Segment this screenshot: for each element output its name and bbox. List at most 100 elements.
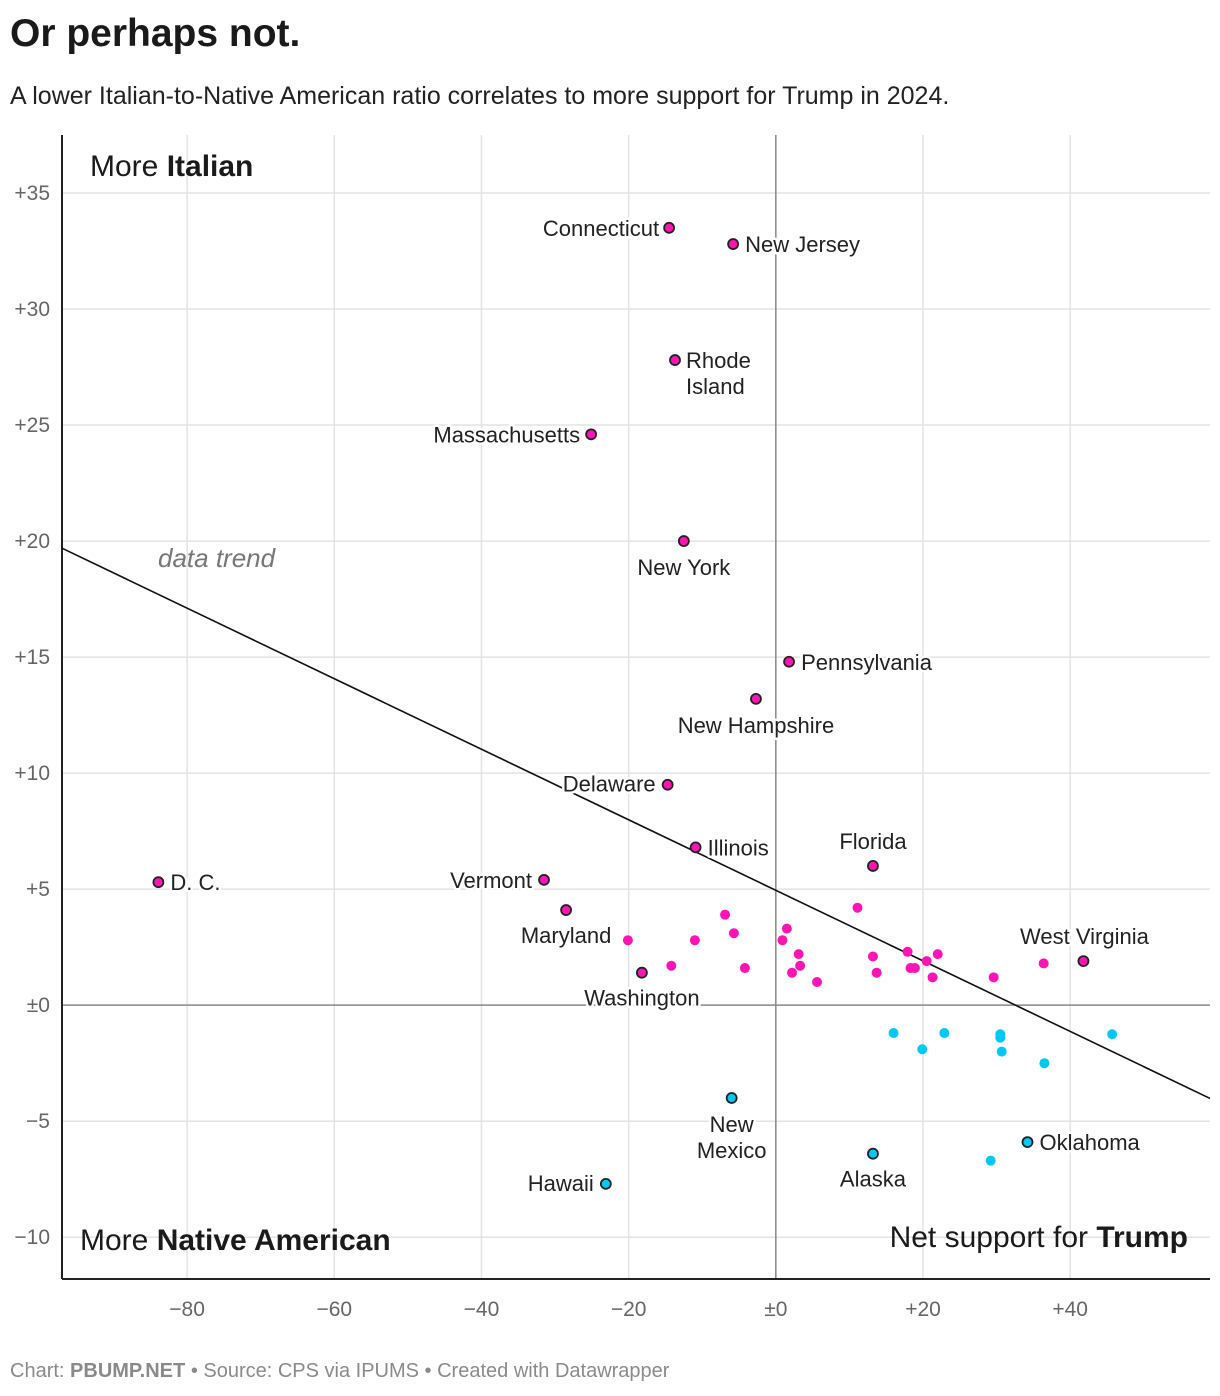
point-maryland [560,904,572,916]
point-d-c- [152,876,165,889]
trend-line [61,547,1211,1100]
axes [61,135,1210,1280]
point-label: Vermont [450,868,532,893]
point [793,949,804,960]
y-tick-label: +25 [14,414,50,437]
point-new-hampshire [750,692,762,705]
point-illinois [689,841,702,854]
point [852,902,863,913]
point [867,951,878,962]
point [921,956,932,967]
chart-title: Or perhaps not. [10,12,301,55]
point [781,923,792,934]
point [996,1046,1007,1057]
point-alaska [867,1147,879,1160]
point-label-line: New [710,1112,754,1137]
tick-labels: +35 +30 +25 +20 +15 +10 +5 ±0 −5 −10 −80 −60 −40 −20 ±… [14,182,1088,1321]
corner-label-bottom-left: More Native American [80,1224,391,1257]
point [787,967,798,978]
x-tick-label: ±0 [764,1298,787,1321]
point-label: Connecticut [543,216,659,241]
y-tick-label: +30 [14,298,50,321]
point-oklahoma [1021,1136,1034,1148]
point-label: Pennsylvania [801,650,933,675]
point-label: New Mexico [697,1112,767,1163]
point-label: Illinois [708,835,769,860]
point-labels: Connecticut New Jersey Rhode Island Massachu… [168,213,1152,1198]
point-label-line: Mexico [697,1138,767,1163]
point-label: New Jersey [745,232,860,257]
point [720,909,731,920]
corner-label-prefix: More [80,1224,157,1257]
point-florida [867,860,879,872]
x-tick-label: +20 [905,1298,941,1321]
point [995,1032,1006,1043]
point [739,963,750,974]
point-delaware [661,778,674,791]
gridlines [62,135,1210,1279]
point-label-line: Island [686,374,745,399]
point-label: Hawaii [528,1171,594,1196]
footer: Chart: PBUMP.NET • Source: CPS via IPUMS… [10,1360,669,1383]
trend-label: data trend [158,543,277,573]
point [985,1155,996,1166]
x-tick-label: −60 [316,1298,352,1321]
chart-subtitle: A lower Italian-to-Native American ratio… [10,82,950,110]
corner-label-bold: Native American [157,1224,391,1257]
point-label: Oklahoma [1039,1130,1140,1155]
y-tick-label: +20 [14,530,50,553]
point [888,1028,899,1039]
point-west-virginia [1077,955,1090,967]
point-label: Delaware [563,772,656,797]
point-vermont [538,873,550,886]
point [728,928,739,939]
point [871,967,882,978]
point-label: D. C. [170,870,220,895]
y-tick-label: +5 [26,878,50,901]
corner-label-bold: Trump [1096,1221,1188,1254]
x-tick-label: −20 [611,1298,647,1321]
corner-labels: More Italian More Native American Net supp… [80,150,1188,1257]
point-label: New Hampshire [678,713,835,738]
y-tick-label: +35 [14,182,50,205]
point [622,935,633,946]
trend-line-group: data trend [61,543,1211,1100]
footer-author-link[interactable]: PBUMP.NET [70,1360,186,1382]
y-tick-label: +10 [14,762,50,785]
y-tick-label: −10 [14,1226,50,1249]
corner-label-top-left: More Italian [90,150,253,183]
point-label: Washington [584,986,699,1011]
point [1038,958,1049,969]
point-rhode-island [669,354,681,366]
point-label-line: Rhode [686,348,751,373]
point [1107,1029,1118,1040]
point-connecticut [663,221,676,234]
corner-label-prefix: Net support for [890,1221,1097,1254]
x-tick-label: +40 [1052,1298,1088,1321]
point [777,935,788,946]
point [927,972,938,983]
point [812,976,823,987]
point [666,960,677,971]
point-label: Alaska [840,1167,907,1192]
point-label: Rhode Island [686,348,751,399]
point-new-mexico [725,1092,738,1104]
point-washington [635,966,648,979]
footer-source: • Source: CPS via IPUMS • Created with D… [190,1360,670,1382]
point-pennsylvania [783,655,795,668]
point [988,972,999,983]
corner-label-bold: Italian [167,150,254,183]
point-label: Massachusetts [433,422,580,447]
y-tick-label: +15 [14,646,50,669]
x-tick-label: −80 [169,1298,205,1321]
point [917,1044,928,1055]
point [795,960,806,971]
point-label: Maryland [521,923,611,948]
point [939,1028,950,1039]
point [905,963,916,974]
footer-chart-label: Chart: [10,1360,65,1382]
y-tick-label: ±0 [27,994,50,1017]
point-massachusetts [585,428,598,441]
data-points [152,221,1118,1190]
